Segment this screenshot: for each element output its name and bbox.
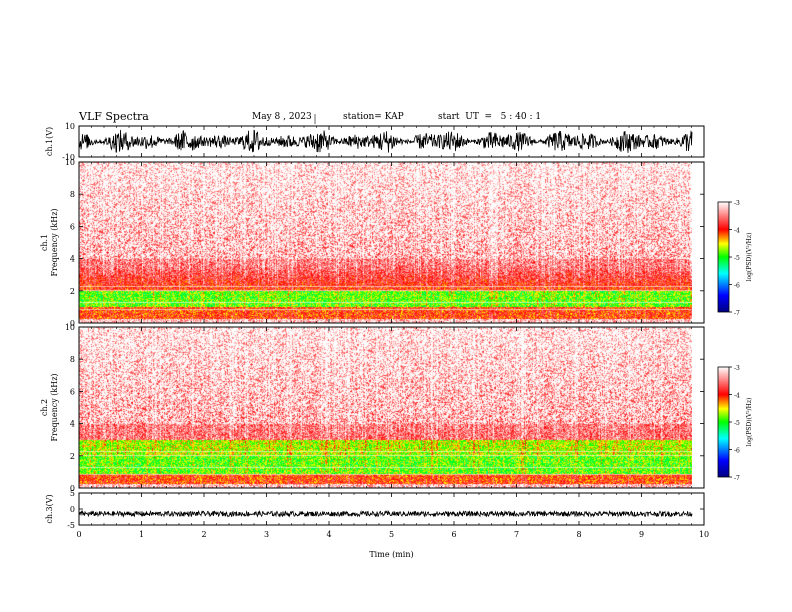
x-tick-label: 10 (699, 530, 709, 539)
colorbar-label: log(PSD)(V²/Hz) (746, 233, 753, 282)
x-tick-label: 6 (451, 530, 456, 539)
colorbar-tick-label: -5 (734, 255, 740, 262)
x-tick-label: 4 (326, 530, 331, 539)
ch1-waveform-ylabel: ch.1(V) (45, 127, 54, 156)
x-tick-label: 1 (139, 530, 144, 539)
chart-title: VLF Spectra (79, 110, 149, 123)
ch1-waveform-trace (78, 129, 693, 153)
colorbar-tick-label: -3 (734, 365, 740, 372)
ch1-y-tick-label: 10 (65, 122, 75, 131)
ch2-spectrogram-image (79, 327, 692, 488)
x-tick-label: 5 (389, 530, 394, 539)
ch2-freq-tick-label: 2 (70, 452, 75, 461)
ch1-freq-tick-label: 8 (70, 190, 75, 199)
colorbar-tick-label: -7 (734, 310, 740, 317)
start-time-label: start UT = 5 : 40 : 1 (438, 112, 542, 122)
ch3-y-tick-label: 0 (70, 505, 75, 514)
ch2-freq-tick-label: 6 (70, 387, 75, 396)
colorbar-tick-label: -4 (734, 393, 740, 400)
x-tick-label: 7 (514, 530, 519, 539)
ch1-freq-tick-label: 6 (70, 222, 75, 231)
ch1-spectrogram-ylabel: Frequency (kHz) (50, 208, 59, 276)
ch1-freq-tick-label: 2 (70, 287, 75, 296)
ch3-waveform-ylabel: ch.3(V) (45, 494, 54, 523)
ch3-y-tick-label: -5 (67, 521, 75, 530)
colorbar-tick-label: -4 (734, 228, 740, 235)
x-tick-label: 9 (639, 530, 644, 539)
ch1-spectrogram-ylabel: ch.1 (40, 234, 49, 251)
ch3-y-tick-label: 5 (70, 489, 75, 498)
ch3-waveform-frame (78, 492, 705, 526)
ch1-spectrogram-image (79, 162, 692, 323)
x-tick-label: 3 (264, 530, 269, 539)
ch2-colorbar (717, 366, 730, 478)
ch2-freq-tick-label: 4 (70, 420, 75, 429)
ch2-spectrogram-ylabel: ch.2 (40, 399, 49, 416)
ch1-freq-tick-label: 0 (70, 319, 75, 328)
x-tick-label: 8 (576, 530, 581, 539)
x-axis-label: Time (min) (369, 550, 413, 559)
colorbar-tick-label: -5 (734, 420, 740, 427)
colorbar-tick-label: -6 (734, 448, 740, 455)
ch2-freq-tick-label: 10 (65, 323, 75, 332)
ch3-waveform-trace (78, 509, 693, 518)
colorbar-label: log(PSD)(V²/Hz) (746, 398, 753, 447)
ch2-freq-tick-label: 8 (70, 355, 75, 364)
x-tick-label: 2 (201, 530, 206, 539)
station-label: station= KAP (343, 112, 404, 122)
date-label: May 8 , 2023 (252, 112, 312, 122)
ch2-spectrogram-ylabel: Frequency (kHz) (50, 373, 59, 441)
ch2-freq-tick-label: 0 (70, 484, 75, 493)
colorbar-tick-label: -6 (734, 283, 740, 290)
ch1-freq-tick-label: 4 (70, 255, 75, 264)
ch1-freq-tick-label: 10 (65, 158, 75, 167)
colorbar-tick-label: -7 (734, 475, 740, 482)
ch1-y-tick-label: -10 (62, 153, 75, 162)
x-tick-label: 0 (76, 530, 81, 539)
colorbar-tick-label: -3 (734, 200, 740, 207)
ch1-colorbar (717, 201, 730, 313)
